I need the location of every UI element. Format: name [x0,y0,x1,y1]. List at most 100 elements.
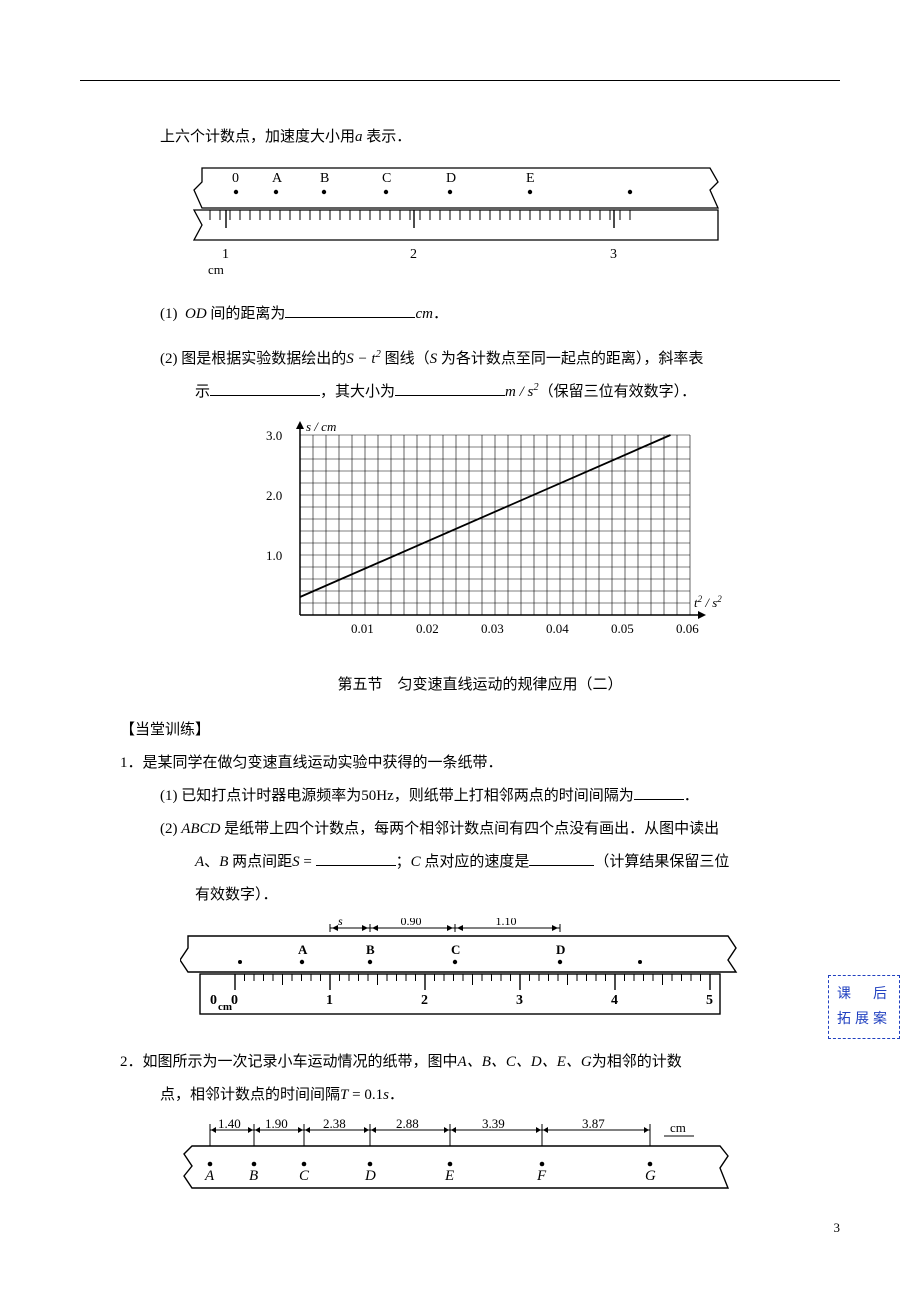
question-1: (1) OD 间的距离为cm． [160,298,840,331]
svg-text:0.04: 0.04 [546,621,569,636]
svg-text:3.39: 3.39 [482,1118,505,1131]
sidebox-l1: 课 后 [837,982,891,1007]
text: 为相邻的计数 [592,1054,682,1070]
svg-text:1.10: 1.10 [496,918,517,928]
eq: = 0.1 [348,1087,383,1103]
var-s: S [430,351,438,367]
text: 点，相邻计数点的时间间隔 [160,1087,340,1103]
svg-text:0: 0 [232,171,239,186]
st2-chart: 0.010.020.030.040.050.061.02.03.0s / cmt… [140,415,840,655]
unit-ms2: m / s2 [505,384,539,400]
text: 已知打点计时器电源频率为 [178,788,362,804]
num: 2． [120,1054,143,1070]
svg-text:cm: cm [208,262,224,277]
blank-input[interactable] [285,302,415,318]
label: (2) [160,821,178,837]
svg-text:4: 4 [611,993,618,1008]
text: ，其大小为 [320,384,395,400]
svg-text:0.01: 0.01 [351,621,374,636]
problem-2-l1: 2．如图所示为一次记录小车运动情况的纸带，图中A、B、C、D、E、G为相邻的计数 [120,1046,840,1079]
var-abcd: ABCD [181,821,220,837]
svg-text:1: 1 [326,993,333,1008]
label: (1) [160,788,178,804]
svg-text:0: 0 [210,993,217,1008]
svg-text:1: 1 [222,247,229,262]
blank-input[interactable] [210,380,320,396]
freq: 50Hz [361,788,394,804]
svg-text:0.05: 0.05 [611,621,634,636]
text: 间的距离为 [207,306,286,322]
unit-cm: cm [415,306,433,322]
svg-text:G: G [645,1168,656,1184]
text: ． [684,788,699,804]
blank-input[interactable] [634,784,684,800]
problem-1-sub1: (1) 已知打点计时器电源频率为50Hz，则纸带上打相邻两点的时间间隔为 ． [160,780,840,813]
question-2-line2: 示，其大小为m / s2（保留三位有效数字）． [195,376,840,409]
var-od: OD [185,306,207,322]
svg-text:3: 3 [610,247,617,262]
blank-input[interactable] [529,850,594,866]
label: (1) [160,306,178,322]
num: 1． [120,755,143,771]
svg-text:cm: cm [670,1120,686,1135]
question-2-line1: (2) 图是根据实验数据绘出的S − t2 图线（S 为各计数点至同一起点的距离… [160,343,840,376]
text: 两点间距 [228,854,292,870]
svg-text:A: A [204,1168,215,1184]
svg-text:E: E [526,171,535,186]
text: 图是根据实验数据绘出的 [178,351,347,367]
var-a: A [195,854,204,870]
problem-1-sub2-l1: (2) ABCD 是纸带上四个计数点，每两个相邻计数点间有四个点没有画出．从图中… [160,813,840,846]
horizontal-rule [80,80,840,81]
text: 表示． [363,129,412,145]
svg-text:E: E [444,1168,454,1184]
sep: 、 [204,854,219,870]
svg-text:0.03: 0.03 [481,621,504,636]
svg-text:5: 5 [706,993,713,1008]
svg-text:1.0: 1.0 [266,548,282,563]
top-fragment: 上六个计数点，加速度大小用a 表示． [160,121,840,154]
svg-text:0.06: 0.06 [676,621,699,636]
svg-text:0: 0 [231,993,238,1008]
svg-text:A: A [272,171,283,186]
svg-text:0.90: 0.90 [401,918,422,928]
blank-input[interactable] [316,850,396,866]
svg-text:t2 / s2: t2 / s2 [694,594,722,610]
svg-text:D: D [556,942,565,957]
var-a: a [355,129,363,145]
text: 是某同学在做匀变速直线运动实验中获得的一条纸带． [143,755,503,771]
svg-text:3.87: 3.87 [582,1118,605,1131]
tape-diagram-1: 0ABCDE123cm [80,160,840,280]
blank-input[interactable] [395,380,505,396]
text: ，则纸带上打相邻两点的时间间隔为 [394,788,634,804]
page-number: 3 [834,1220,841,1236]
text: 有效数字）． [195,887,278,903]
svg-text:2: 2 [421,993,428,1008]
svg-text:B: B [249,1168,258,1184]
text: 上六个计数点，加速度大小用 [160,129,355,145]
text: 是纸带上四个计数点，每两个相邻计数点间有四个点没有画出．从图中读出 [220,821,719,837]
problem-1-sub2-l3: 有效数字）． [195,879,840,912]
svg-text:0.02: 0.02 [416,621,439,636]
svg-text:s: s [338,918,343,928]
svg-text:D: D [446,171,456,186]
sidebar-box: 课 后 拓展案 [828,975,900,1039]
tail: ． [389,1087,404,1103]
text: 示 [195,384,210,400]
svg-text:C: C [451,942,460,957]
text: 如图所示为一次记录小车运动情况的纸带，图中 [143,1054,458,1070]
text: 图线（ [381,351,430,367]
semi: ； [396,854,411,870]
svg-text:A: A [298,942,308,957]
label: (2) [160,351,178,367]
svg-text:2.0: 2.0 [266,488,282,503]
problem-2-l2: 点，相邻计数点的时间间隔T = 0.1s． [160,1079,840,1112]
sidebox-l2: 拓展案 [837,1007,891,1032]
problem-1-sub2-l2: A、B 两点间距S = ；C 点对应的速度是（计算结果保留三位 [195,846,840,879]
svg-text:3.0: 3.0 [266,428,282,443]
svg-text:cm: cm [218,1001,232,1013]
svg-text:C: C [382,171,391,186]
var-c: C [411,854,421,870]
svg-text:F: F [536,1168,547,1184]
svg-text:2: 2 [410,247,417,262]
expr: S − t2 [346,351,381,367]
